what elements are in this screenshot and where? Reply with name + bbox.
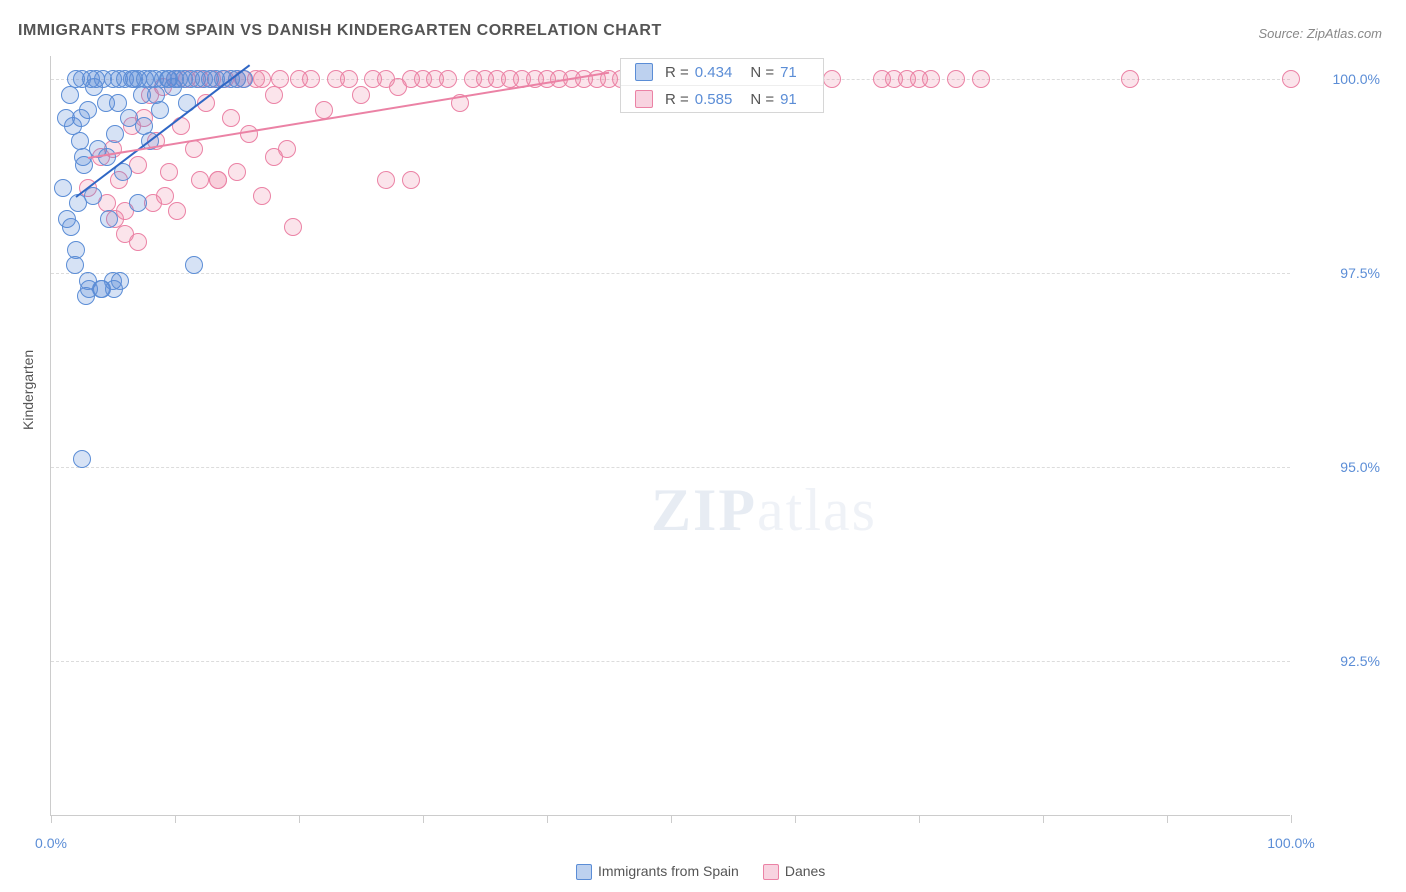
series-legend: Immigrants from Spain Danes (576, 863, 825, 880)
y-axis-label: Kindergarten (20, 350, 36, 430)
data-point (947, 70, 965, 88)
data-point (111, 272, 129, 290)
data-point (54, 179, 72, 197)
data-point (100, 210, 118, 228)
data-point (265, 148, 283, 166)
data-point (160, 163, 178, 181)
data-point (228, 163, 246, 181)
gridline (51, 661, 1290, 662)
legend-n-value: 91 (780, 91, 797, 108)
y-tick-label: 100.0% (1300, 71, 1380, 87)
scatter-chart: ZIPatlas 92.5%95.0%97.5%100.0%0.0%100.0% (50, 56, 1290, 816)
data-point (73, 450, 91, 468)
data-point (439, 70, 457, 88)
data-point (147, 86, 165, 104)
data-point (72, 109, 90, 127)
data-point (85, 78, 103, 96)
data-point (253, 187, 271, 205)
gridline (51, 467, 1290, 468)
data-point (922, 70, 940, 88)
source-attribution: Source: ZipAtlas.com (1258, 26, 1382, 41)
x-tick-label: 100.0% (1267, 835, 1314, 851)
legend-r-label: R = (665, 91, 689, 108)
legend-swatch (576, 864, 592, 880)
data-point (253, 70, 271, 88)
x-tick (547, 815, 548, 823)
data-point (265, 86, 283, 104)
data-point (222, 109, 240, 127)
chart-title: IMMIGRANTS FROM SPAIN VS DANISH KINDERGA… (18, 22, 662, 40)
data-point (1282, 70, 1300, 88)
y-tick-label: 92.5% (1300, 653, 1380, 669)
x-tick (175, 815, 176, 823)
data-point (168, 202, 186, 220)
y-tick-label: 95.0% (1300, 459, 1380, 475)
data-point (69, 194, 87, 212)
legend-n-label: N = (750, 91, 774, 108)
x-tick (795, 815, 796, 823)
x-tick (299, 815, 300, 823)
data-point (185, 256, 203, 274)
watermark-part-a: ZIP (651, 477, 757, 543)
data-point (156, 187, 174, 205)
watermark: ZIPatlas (651, 476, 877, 545)
data-point (129, 233, 147, 251)
series-legend-item: Danes (763, 863, 825, 880)
data-point (352, 86, 370, 104)
legend-r-value: 0.434 (695, 64, 733, 81)
legend-row: R = 0.434 N = 71 (621, 59, 823, 86)
data-point (972, 70, 990, 88)
data-point (62, 218, 80, 236)
data-point (191, 171, 209, 189)
series-legend-item: Immigrants from Spain (576, 863, 739, 880)
data-point (302, 70, 320, 88)
x-tick (671, 815, 672, 823)
x-tick (1043, 815, 1044, 823)
gridline (51, 273, 1290, 274)
data-point (340, 70, 358, 88)
y-tick-label: 97.5% (1300, 265, 1380, 281)
legend-r-value: 0.585 (695, 91, 733, 108)
data-point (209, 171, 227, 189)
data-point (66, 256, 84, 274)
correlation-legend: R = 0.434 N = 71 R = 0.585 N = 91 (620, 58, 824, 113)
data-point (135, 117, 153, 135)
data-point (284, 218, 302, 236)
series-legend-label: Danes (785, 863, 825, 879)
x-tick (1167, 815, 1168, 823)
legend-row: R = 0.585 N = 91 (621, 86, 823, 112)
x-tick (51, 815, 52, 823)
legend-r-label: R = (665, 64, 689, 81)
data-point (109, 94, 127, 112)
x-tick (1291, 815, 1292, 823)
watermark-part-b: atlas (757, 477, 877, 543)
series-legend-label: Immigrants from Spain (598, 863, 739, 879)
data-point (271, 70, 289, 88)
x-tick (423, 815, 424, 823)
data-point (1121, 70, 1139, 88)
data-point (61, 86, 79, 104)
data-point (123, 70, 141, 88)
data-point (823, 70, 841, 88)
data-point (377, 171, 395, 189)
x-tick (919, 815, 920, 823)
data-point (106, 125, 124, 143)
data-point (129, 194, 147, 212)
x-tick-label: 0.0% (35, 835, 67, 851)
data-point (402, 171, 420, 189)
legend-swatch (635, 90, 653, 108)
data-point (160, 70, 178, 88)
legend-n-label: N = (750, 64, 774, 81)
legend-swatch (763, 864, 779, 880)
legend-swatch (635, 63, 653, 81)
legend-n-value: 71 (780, 64, 797, 81)
data-point (151, 101, 169, 119)
